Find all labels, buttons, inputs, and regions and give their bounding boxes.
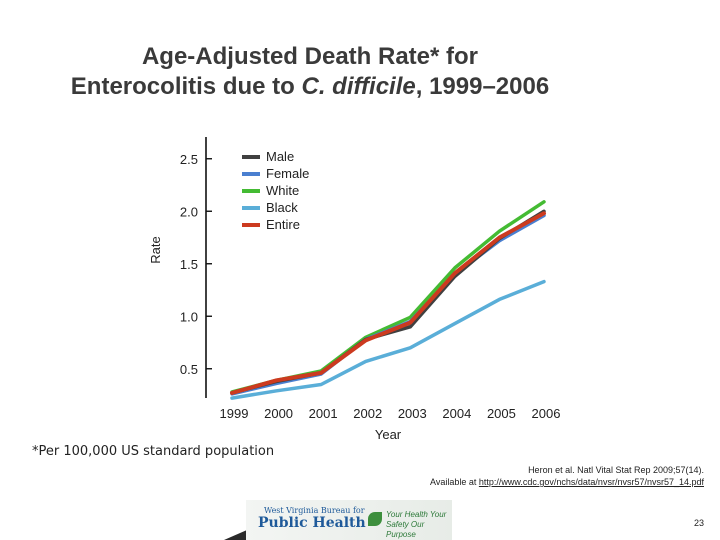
legend-label-female: Female: [266, 166, 309, 181]
y-tick-label: 2.5: [180, 152, 198, 167]
series-layer: [230, 200, 546, 400]
x-tick-label: 2001: [309, 406, 338, 421]
x-tick-label: 2004: [442, 406, 471, 421]
y-axis-title: Rate: [148, 236, 163, 263]
logo-line-2: Public Health: [258, 515, 366, 531]
series-line-entire: [230, 211, 546, 395]
leaf-icon: [368, 512, 382, 526]
axes: 2.5 2.0 1.5 1.0 0.5 Rate 1999 2000 2001 2002 2003 2…: [148, 137, 560, 442]
citation-line-1: Heron et al. Natl Vital Stat Rep 2009;57…: [528, 465, 704, 475]
x-axis-title: Year: [375, 427, 402, 442]
citation-line-2: Available at http://www.cdc.gov/nchs/dat…: [430, 477, 704, 487]
wv-public-health-logo: West Virginia Bureau for Public Health Y…: [246, 500, 452, 540]
x-tick-label: 1999: [220, 406, 249, 421]
title-line-1: Age-Adjusted Death Rate* for: [141, 43, 479, 70]
y-tick-label: 2.0: [180, 204, 198, 219]
footnote: *Per 100,000 US standard population: [32, 444, 275, 459]
title-italic-organism: C. difficile: [301, 73, 416, 100]
legend-label-black: Black: [266, 200, 298, 215]
y-tick-label: 1.0: [180, 309, 198, 324]
legend-label-white: White: [266, 183, 299, 198]
legend: Male Female White Black Entire: [242, 149, 309, 232]
logo-tagline: Your Health Your Safety Our Purpose: [386, 510, 447, 539]
x-tick-label: 2002: [353, 406, 382, 421]
y-tick-label: 1.5: [180, 257, 198, 272]
legend-label-entire: Entire: [266, 217, 300, 232]
series-line-black: [230, 279, 546, 400]
x-tick-label: 2000: [264, 406, 293, 421]
citation-url-link[interactable]: http://www.cdc.gov/nchs/data/nvsr/nvsr57…: [478, 477, 704, 487]
x-tick-label: 2005: [487, 406, 516, 421]
citation: Heron et al. Natl Vital Stat Rep 2009;57…: [284, 464, 704, 488]
x-tick-label: 2003: [398, 406, 427, 421]
chart-title: Age-Adjusted Death Rate* for Enterocolit…: [0, 42, 620, 102]
y-tick-label: 0.5: [180, 362, 198, 377]
title-line-2: Enterocolitis due to C. difficile, 1999–…: [70, 73, 550, 100]
logo-line-1: West Virginia Bureau for: [264, 506, 365, 515]
page-number: 23: [693, 518, 704, 528]
legend-label-male: Male: [266, 149, 294, 164]
x-tick-label: 2006: [532, 406, 561, 421]
